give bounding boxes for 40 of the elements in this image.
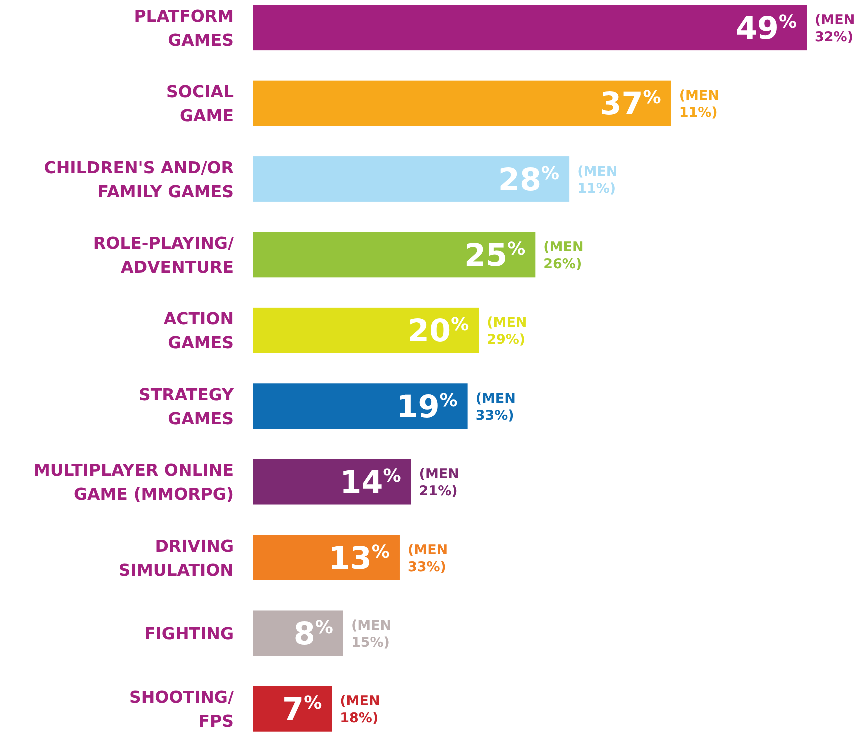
annotation: (MEN 29%) (487, 315, 528, 348)
y-tick-label: FIGHTING (144, 624, 234, 644)
data-label: 14$^{%}$ (340, 465, 402, 502)
bar (253, 686, 332, 732)
data-label: 37$^{%}$ (600, 86, 662, 123)
bar (253, 80, 672, 126)
y-tick-label: CHILDREN'S AND/OR FAMILY GAMES (44, 158, 234, 202)
annotation: (MEN 11%) (679, 88, 720, 122)
annotation: (MEN 21%) (419, 466, 460, 500)
bar (253, 610, 344, 656)
bar (253, 459, 412, 505)
bar (253, 156, 570, 202)
annotation: (MEN 32%) (815, 12, 856, 46)
annotation: (MEN 33%) (476, 390, 516, 424)
bar (253, 232, 536, 278)
annotation: (MEN 33%) (408, 542, 448, 576)
y-tick-label: ACTION GAMES (164, 310, 234, 353)
bar (253, 5, 807, 51)
data-label: 8$^{%}$ (294, 616, 334, 652)
y-tick-label: ROLE-PLAYING/ ADVENTURE (93, 234, 235, 277)
y-tick-label: DRIVING SIMULATION (118, 536, 234, 580)
data-label: 13$^{%}$ (328, 540, 390, 577)
bar (253, 384, 468, 430)
y-tick-label: STRATEGY GAMES (139, 385, 236, 428)
data-label: 49$^{%}$ (736, 10, 797, 47)
annotation: (MEN 11%) (578, 164, 618, 197)
data-label: 28$^{%}$ (498, 162, 560, 198)
y-tick-label: MULTIPLAYER ONLINE GAME (MMORPG) (34, 461, 234, 504)
y-tick-label: PLATFORM GAMES (134, 6, 234, 50)
annotation: (MEN 15%) (351, 618, 392, 651)
data-label: 7$^{%}$ (282, 692, 322, 728)
data-label: 25$^{%}$ (464, 238, 526, 274)
bar (253, 308, 480, 354)
annotation: (MEN 26%) (544, 239, 584, 272)
y-tick-label: SHOOTING/ FPS (129, 688, 235, 732)
y-tick-label: SOCIAL GAME (166, 82, 234, 126)
data-label: 19$^{%}$ (396, 389, 458, 426)
data-label: 20$^{%}$ (408, 314, 470, 350)
annotation: (MEN 18%) (340, 694, 380, 727)
bar (253, 535, 400, 580)
